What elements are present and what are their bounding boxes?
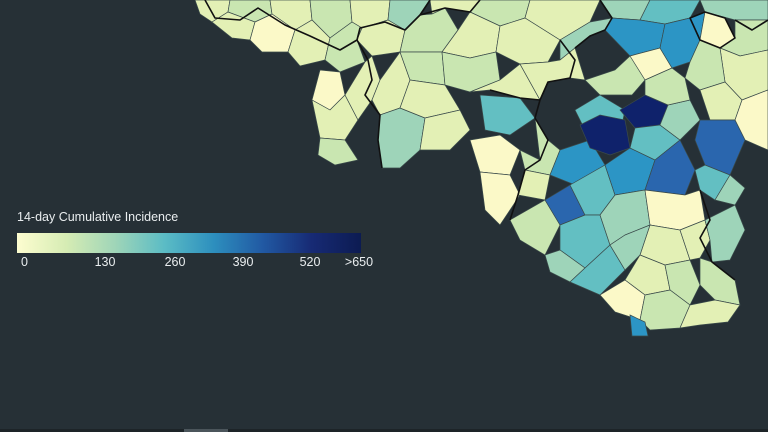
- map-region[interactable]: [377, 107, 426, 169]
- map-region[interactable]: [509, 199, 561, 256]
- map-region[interactable]: [734, 89, 768, 151]
- map-regions: [194, 0, 768, 337]
- legend-tick: >650: [344, 255, 374, 269]
- legend-color-bar: [17, 233, 361, 253]
- map-region[interactable]: [469, 134, 521, 176]
- map-region[interactable]: [644, 67, 691, 106]
- legend-tick: 260: [164, 255, 186, 269]
- legend-tick: 390: [232, 255, 254, 269]
- map-region[interactable]: [664, 259, 701, 306]
- legend-tick: 520: [299, 255, 321, 269]
- scrollbar-thumb[interactable]: [184, 429, 228, 432]
- map-region[interactable]: [609, 224, 651, 271]
- district-borders: [204, 0, 768, 281]
- horizontal-scrollbar[interactable]: [0, 429, 768, 432]
- map-region[interactable]: [517, 169, 551, 201]
- map-region[interactable]: [479, 94, 536, 136]
- map-region[interactable]: [479, 171, 521, 226]
- map-region[interactable]: [419, 109, 471, 151]
- map-region[interactable]: [317, 137, 359, 166]
- legend-tick: 130: [94, 255, 116, 269]
- legend-ticks: 0 130 260 390 520 >650: [17, 255, 377, 271]
- map-region[interactable]: [679, 299, 741, 329]
- map-region[interactable]: [644, 139, 696, 196]
- map-region[interactable]: [714, 174, 746, 206]
- map-region[interactable]: [704, 204, 746, 263]
- legend-title: 14-day Cumulative Incidence: [17, 210, 179, 224]
- map-region[interactable]: [629, 314, 649, 337]
- legend-tick: 0: [21, 255, 28, 269]
- map-region[interactable]: [699, 257, 741, 306]
- legend: 14-day Cumulative Incidence 0 130 260 39…: [17, 210, 377, 271]
